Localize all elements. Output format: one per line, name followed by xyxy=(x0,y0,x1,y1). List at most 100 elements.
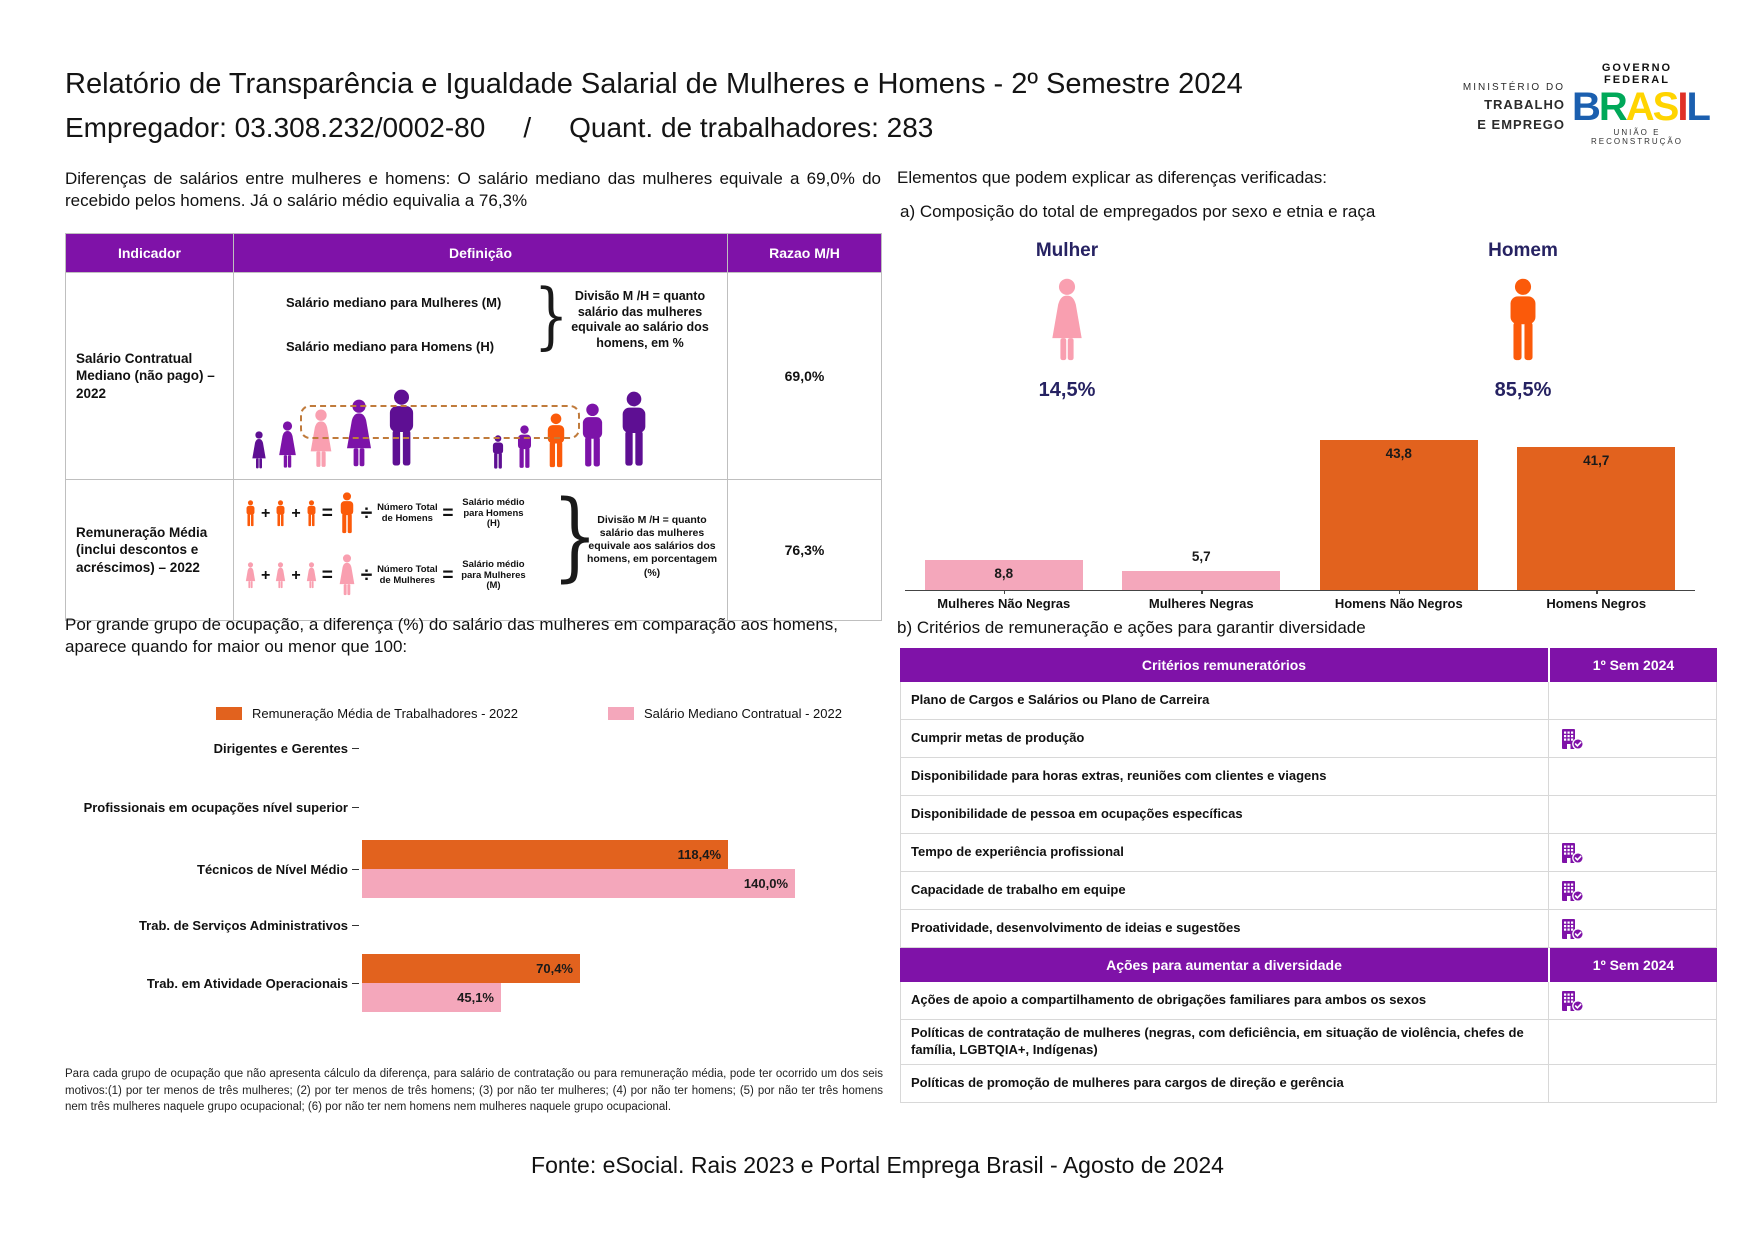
occupation-category-label: Dirigentes e Gerentes xyxy=(213,740,348,756)
criteria-table: Critérios remuneratórios 1º Sem 2024 Pla… xyxy=(900,648,1717,1103)
female-share-block: Mulher 14,5% xyxy=(982,240,1152,402)
occupation-bar-value: 45,1% xyxy=(457,990,494,1005)
occupation-section-title: Por grande grupo de ocupação, a diferenç… xyxy=(65,615,838,657)
women-average-formula: + + = ÷ Número Total de Mulheres = Salário méd… xyxy=(244,554,529,598)
indicator-label-2: Remuneração Média (inclui descontos e ac… xyxy=(65,479,234,621)
building-check-icon xyxy=(1562,728,1584,750)
definition-cell-1: Salário mediano para Mulheres (M) Salári… xyxy=(233,272,728,480)
criteria-header-label: Critérios remuneratórios xyxy=(900,648,1548,682)
male-icon xyxy=(1505,278,1541,366)
composition-chart-categories: Mulheres Não Negras Mulheres Negras Homens… xyxy=(905,590,1695,611)
criteria-row-label: Tempo de experiência profissional xyxy=(901,834,1549,871)
division-sign: ÷ xyxy=(360,502,373,525)
occupation-bar-value: 140,0% xyxy=(743,876,788,891)
brasil-logo: BRASIL xyxy=(1572,85,1711,129)
brace-1: } xyxy=(534,273,569,357)
occupation-bar-group: 118,4% 140,0% xyxy=(362,840,795,898)
brasil-logo-letter: S xyxy=(1652,85,1680,129)
composition-bar: 8,8 xyxy=(924,560,1083,590)
person-female-icon xyxy=(244,562,257,590)
actions-header-period: 1º Sem 2024 xyxy=(1550,948,1717,982)
person-female-icon xyxy=(250,431,268,471)
person-male-icon xyxy=(490,435,506,471)
occupation-category-label: Trab. em Atividade Operacionais xyxy=(146,975,348,991)
occupation-row: Profissionais em ocupações nível superio… xyxy=(65,776,880,838)
criteria-row-label: Plano de Cargos e Salários ou Plano de C… xyxy=(901,682,1549,719)
composition-bar-value: 5,7 xyxy=(1191,549,1211,564)
composition-slot: 43,8 xyxy=(1300,440,1498,590)
ratio-value-1: 69,0% xyxy=(727,272,882,480)
plus-sign: + xyxy=(291,505,301,522)
composition-slot: 5,7 xyxy=(1103,549,1301,590)
plus-sign: + xyxy=(261,505,271,522)
occupation-bar: 45,1% xyxy=(362,983,501,1012)
building-check-icon xyxy=(1562,990,1584,1012)
criteria-subtitle: b) Critérios de remuneração e ações para… xyxy=(897,618,1366,637)
ministry-line3: E EMPREGO xyxy=(1477,116,1565,132)
composition-bar-value: 43,8 xyxy=(1385,446,1412,461)
row-remuneracao-media: Remuneração Média (inclui descontos e ac… xyxy=(65,479,882,621)
average-salary-label: Salário médio para Homens (H) xyxy=(462,496,525,530)
male-percent: 85,5% xyxy=(1494,379,1552,401)
criteria-row-status xyxy=(1549,1020,1716,1064)
person-female-icon xyxy=(274,562,287,590)
ministry-line2: TRABALHO xyxy=(1484,97,1565,112)
criteria-row-label: Disponibilidade para horas extras, reuni… xyxy=(901,758,1549,795)
composition-bar: 43,8 xyxy=(1319,440,1478,590)
source-footer: Fonte: eSocial. Rais 2023 e Portal Empre… xyxy=(531,1152,1224,1178)
person-female-icon xyxy=(337,554,357,598)
actions-header-label: Ações para aumentar a diversidade xyxy=(900,948,1548,982)
person-female-icon xyxy=(276,421,299,471)
occupation-row: Dirigentes e Gerentes xyxy=(65,717,880,779)
brasil-logo-letter: I xyxy=(1677,85,1688,129)
division-note-2: Divisão M /H = quanto salário das mulher… xyxy=(586,514,718,579)
brace-2: } xyxy=(552,480,598,592)
criteria-row-status xyxy=(1549,1065,1716,1102)
axis-tick xyxy=(352,747,359,749)
occupation-bar-value: 118,4% xyxy=(677,847,721,862)
indicator-table: Indicador Definição Razao M/H Salário Co… xyxy=(65,233,882,621)
building-check-icon xyxy=(1562,880,1584,902)
actions-rows: Ações de apoio a compartilhamento de obr… xyxy=(900,982,1717,1103)
criteria-row: Cumprir metas de produção xyxy=(900,720,1717,758)
average-salary-label: Salário médio para Mulheres (M) xyxy=(461,558,526,592)
criteria-row-status xyxy=(1549,910,1716,947)
men-average-formula: + + = ÷ Número Total de Homens = Salário médio… xyxy=(244,492,529,536)
criteria-row: Políticas de contratação de mulheres (ne… xyxy=(900,1020,1717,1065)
page-title: Relatório de Transparência e Igualdade S… xyxy=(65,68,1243,100)
separator: / xyxy=(523,112,532,143)
brasil-logo-letter: R xyxy=(1598,85,1628,129)
criteria-row: Disponibilidade para horas extras, reuni… xyxy=(900,758,1717,796)
criteria-rows: Plano de Cargos e Salários ou Plano de C… xyxy=(900,682,1717,948)
criteria-row-status xyxy=(1549,720,1716,757)
person-male-icon xyxy=(244,500,257,528)
total-count-label: Número Total de Homens xyxy=(377,502,438,524)
composition-subtitle: a) Composição do total de empregados por… xyxy=(900,202,1376,221)
composition-chart-plot: 8,8 5,7 43,8 41,7 xyxy=(905,428,1695,591)
criteria-row: Políticas de promoção de mulheres para c… xyxy=(900,1064,1717,1103)
occupation-footnote: Para cada grupo de ocupação que não apre… xyxy=(65,1068,883,1114)
occupation-row: Trab. de Serviços Administrativos xyxy=(65,894,880,956)
criteria-row-status xyxy=(1549,682,1716,719)
equals-sign: = xyxy=(321,565,333,586)
col-razao: Razao M/H xyxy=(727,233,882,273)
axis-tick xyxy=(352,982,359,984)
criteria-row: Plano de Cargos e Salários ou Plano de C… xyxy=(900,682,1717,720)
male-label: Homem xyxy=(1488,240,1558,261)
occupation-bar: 118,4% xyxy=(362,840,728,869)
plus-sign: + xyxy=(291,567,301,584)
person-male-icon xyxy=(577,403,608,471)
criteria-row-label: Proatividade, desenvolvimento de ideias … xyxy=(901,910,1549,947)
total-count-label: Número Total de Mulheres xyxy=(377,564,438,586)
criteria-row-status xyxy=(1549,872,1716,909)
criteria-row: Capacidade de trabalho em equipe xyxy=(900,872,1717,910)
occupation-bar-group: 70,4% 45,1% xyxy=(362,954,580,1012)
occupation-category-label: Profissionais em ocupações nível superio… xyxy=(83,799,348,815)
building-check-icon xyxy=(1562,842,1584,864)
female-label: Mulher xyxy=(1035,240,1099,261)
occupation-legend: Remuneração Média de Trabalhadores - 202… xyxy=(216,706,842,721)
axis-tick xyxy=(352,806,359,808)
occupation-bar: 140,0% xyxy=(362,869,795,898)
composition-bar-value: 41,7 xyxy=(1583,453,1610,468)
